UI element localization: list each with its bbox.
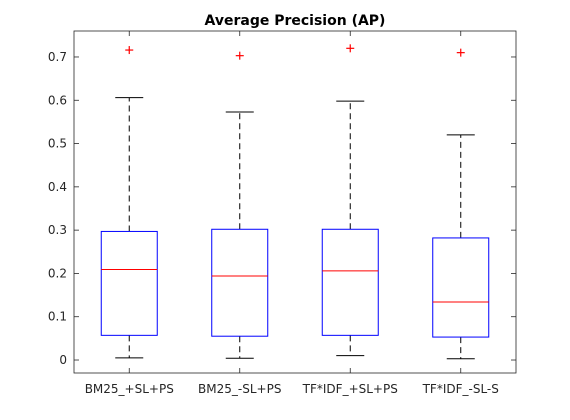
plot-area-frame <box>73 30 517 374</box>
outlier-marker <box>235 51 244 60</box>
y-tick-label: 0.2 <box>48 266 67 280</box>
box-group-2 <box>211 51 269 359</box>
iqr-box <box>211 228 269 337</box>
box-group-4 <box>432 48 490 360</box>
y-tick-label: 0 <box>59 353 67 367</box>
y-tick-label: 0.7 <box>48 50 67 64</box>
y-axis: 0 0.1 0.2 0.3 0.4 0.5 0.6 0.7 <box>48 50 516 367</box>
x-axis: BM25_+SL+PS BM25_-SL+PS TF*IDF_+SL+PS TF*ID… <box>85 31 499 396</box>
box-group-3 <box>321 44 379 357</box>
outlier-marker <box>346 44 355 53</box>
y-tick-label: 0.4 <box>48 180 67 194</box>
y-tick-label: 0.1 <box>48 310 67 324</box>
outlier-marker <box>125 46 134 55</box>
y-tick-label: 0.5 <box>48 137 67 151</box>
chart-title: Average Precision (AP) <box>205 13 386 29</box>
y-tick-label: 0.3 <box>48 223 67 237</box>
box-series <box>100 44 490 360</box>
x-category-label: BM25_-SL+PS <box>198 382 281 396</box>
x-category-label: TF*IDF_+SL+PS <box>302 382 398 396</box>
x-category-label: BM25_+SL+PS <box>85 382 174 396</box>
iqr-box <box>321 228 379 336</box>
x-category-label: TF*IDF_-SL-S <box>422 382 499 396</box>
y-tick-label: 0.6 <box>48 93 67 107</box>
outlier-marker <box>456 48 465 57</box>
iqr-box <box>432 237 490 338</box>
box-group-1 <box>100 46 158 359</box>
iqr-box <box>100 230 158 336</box>
